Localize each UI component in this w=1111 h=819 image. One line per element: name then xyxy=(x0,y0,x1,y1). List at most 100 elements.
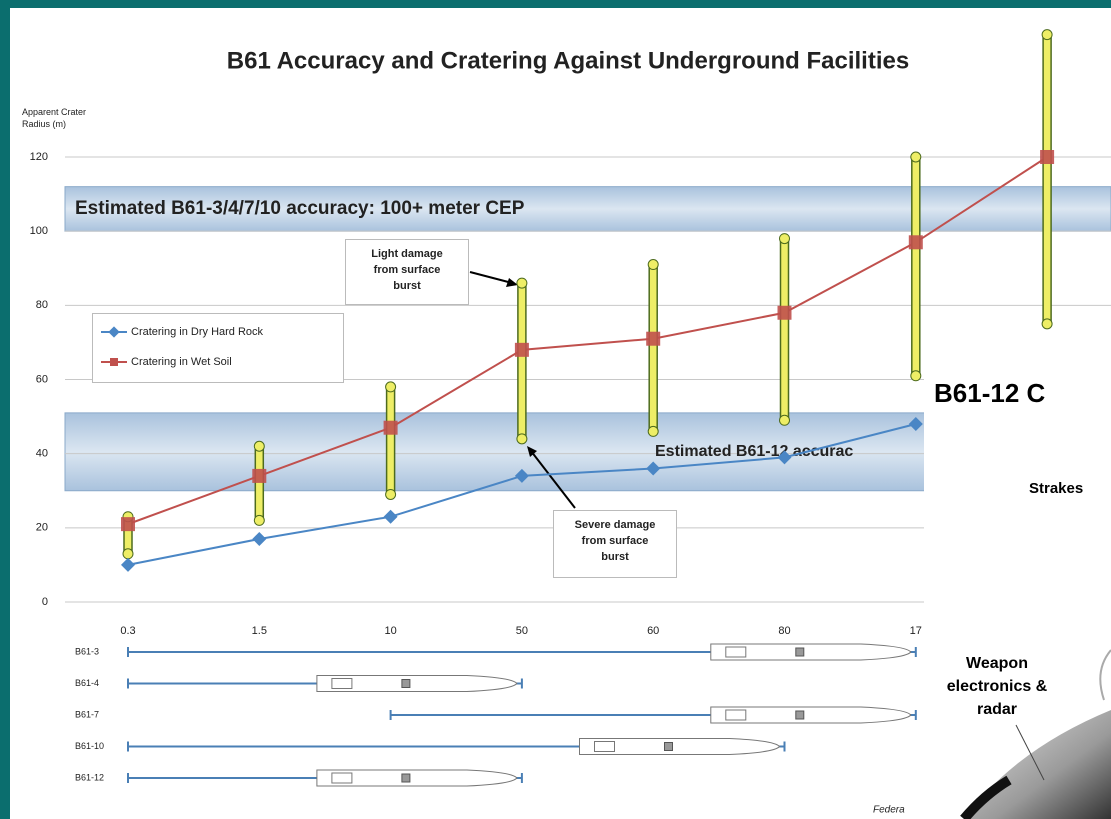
range-bar xyxy=(779,237,790,422)
point xyxy=(383,509,398,524)
bomb-icon xyxy=(316,675,518,692)
bomb-edge xyxy=(960,775,1012,819)
legend-swatch xyxy=(101,358,127,366)
range-cap xyxy=(516,433,528,445)
point xyxy=(777,450,792,465)
weapon-label: B61-10 xyxy=(75,741,104,751)
overlay-panel: B61-12 C Strakes Weapon electronics & ra… xyxy=(924,340,1111,819)
bomb-icon-detail xyxy=(331,772,353,784)
callout: Light damage from surface burst xyxy=(345,239,469,305)
y-tick-label: 120 xyxy=(30,151,48,163)
range-cap xyxy=(647,259,659,271)
range-bar xyxy=(254,445,265,522)
range-cap xyxy=(253,514,265,526)
y-axis-label: Apparent Crater Radius (m) xyxy=(22,107,87,129)
legend-entry: Cratering in Wet Soil xyxy=(101,354,232,370)
bomb-icon xyxy=(710,643,912,661)
range-cap xyxy=(122,548,134,560)
overlay-title: B61-12 C xyxy=(934,378,1046,408)
weapon-label: B61-3 xyxy=(75,646,99,656)
range-bar xyxy=(517,282,527,440)
callout-arrowhead xyxy=(506,278,518,287)
callout: Severe damage from surface burst xyxy=(553,510,677,578)
range-bar xyxy=(1042,33,1052,325)
y-tick-label: 80 xyxy=(36,299,48,311)
y-tick-label: 100 xyxy=(30,225,48,237)
overlay-label: Weapon electronics & radar xyxy=(946,655,1048,718)
source-note: Federa xyxy=(873,805,905,816)
x-tick-label: 60 xyxy=(647,625,659,637)
range-cap xyxy=(910,370,922,382)
range-cap xyxy=(385,488,397,500)
point xyxy=(383,420,398,435)
point xyxy=(514,342,529,357)
legend-swatch xyxy=(101,326,127,338)
bomb-icon-detail xyxy=(401,773,411,783)
bomb-body xyxy=(964,710,1111,819)
y-tick-label: 60 xyxy=(36,373,48,385)
band-label: Estimated B61-12 accurac xyxy=(655,443,853,460)
bomb-icon xyxy=(579,738,781,755)
point xyxy=(121,517,135,532)
bomb-detail xyxy=(1099,649,1111,701)
range-cap xyxy=(779,233,790,245)
legend-label: Cratering in Dry Hard Rock xyxy=(131,326,264,338)
band-label: Estimated B61-3/4/7/10 accuracy: 100+ me… xyxy=(75,198,525,219)
legend: Cratering in Dry Hard Rock Cratering in W… xyxy=(92,313,344,383)
x-tick-label: 10 xyxy=(384,625,396,637)
callout-text: Severe damage from surface burst xyxy=(574,519,656,563)
bomb-icon-detail xyxy=(795,710,805,720)
callout-arrow xyxy=(469,271,513,284)
weapon-label: B61-4 xyxy=(75,678,99,688)
bomb-icon xyxy=(710,706,912,724)
range-cap xyxy=(253,440,265,452)
callout-arrowhead xyxy=(527,446,537,457)
x-tick-label: 1.5 xyxy=(252,625,267,637)
range-cap xyxy=(385,381,397,393)
legend-marker xyxy=(108,326,120,338)
bomb-icon-detail xyxy=(725,646,747,658)
bomb-icon-detail xyxy=(401,679,411,688)
x-tick-label: 50 xyxy=(516,625,528,637)
chart-title: B61 Accuracy and Cratering Against Under… xyxy=(227,47,909,74)
callout-arrow xyxy=(530,450,576,509)
point xyxy=(646,331,661,346)
point xyxy=(908,235,923,250)
y-tick-label: 40 xyxy=(36,448,48,460)
range-cap xyxy=(1041,29,1053,41)
bomb-icon xyxy=(316,769,518,787)
callout-text: Light damage from surface burst xyxy=(371,248,443,292)
point xyxy=(252,531,267,546)
legend-label: Cratering in Wet Soil xyxy=(131,356,232,368)
legend-entry: Cratering in Dry Hard Rock xyxy=(101,324,263,340)
range-bar xyxy=(648,263,658,433)
point xyxy=(514,468,529,483)
range-cap xyxy=(910,151,922,163)
point xyxy=(121,557,135,572)
point xyxy=(777,305,792,320)
bomb-illustration xyxy=(960,649,1111,819)
x-tick-label: 17 xyxy=(910,625,922,637)
legend-marker xyxy=(110,358,118,366)
leader-line xyxy=(1015,724,1045,781)
point xyxy=(646,461,661,476)
y-tick-label: 20 xyxy=(36,522,48,534)
accuracy-band xyxy=(64,186,1111,232)
bomb-icon-detail xyxy=(331,678,353,689)
x-tick-label: 0.3 xyxy=(120,625,135,637)
bomb-icon-detail xyxy=(664,742,673,751)
y-tick-label: 0 xyxy=(42,596,48,608)
bomb-icon-detail xyxy=(594,741,615,752)
series-line xyxy=(127,156,1048,526)
range-bar xyxy=(911,156,921,377)
weapon-label: B61-7 xyxy=(75,709,99,719)
point xyxy=(1040,150,1055,164)
x-tick-label: 80 xyxy=(778,625,790,637)
bomb-icon-detail xyxy=(725,709,747,721)
overlay-label: Strakes xyxy=(1029,480,1084,497)
bomb-icon-detail xyxy=(795,647,805,657)
range-cap xyxy=(647,425,659,437)
weapon-label: B61-12 xyxy=(75,772,104,782)
range-cap xyxy=(516,277,528,289)
